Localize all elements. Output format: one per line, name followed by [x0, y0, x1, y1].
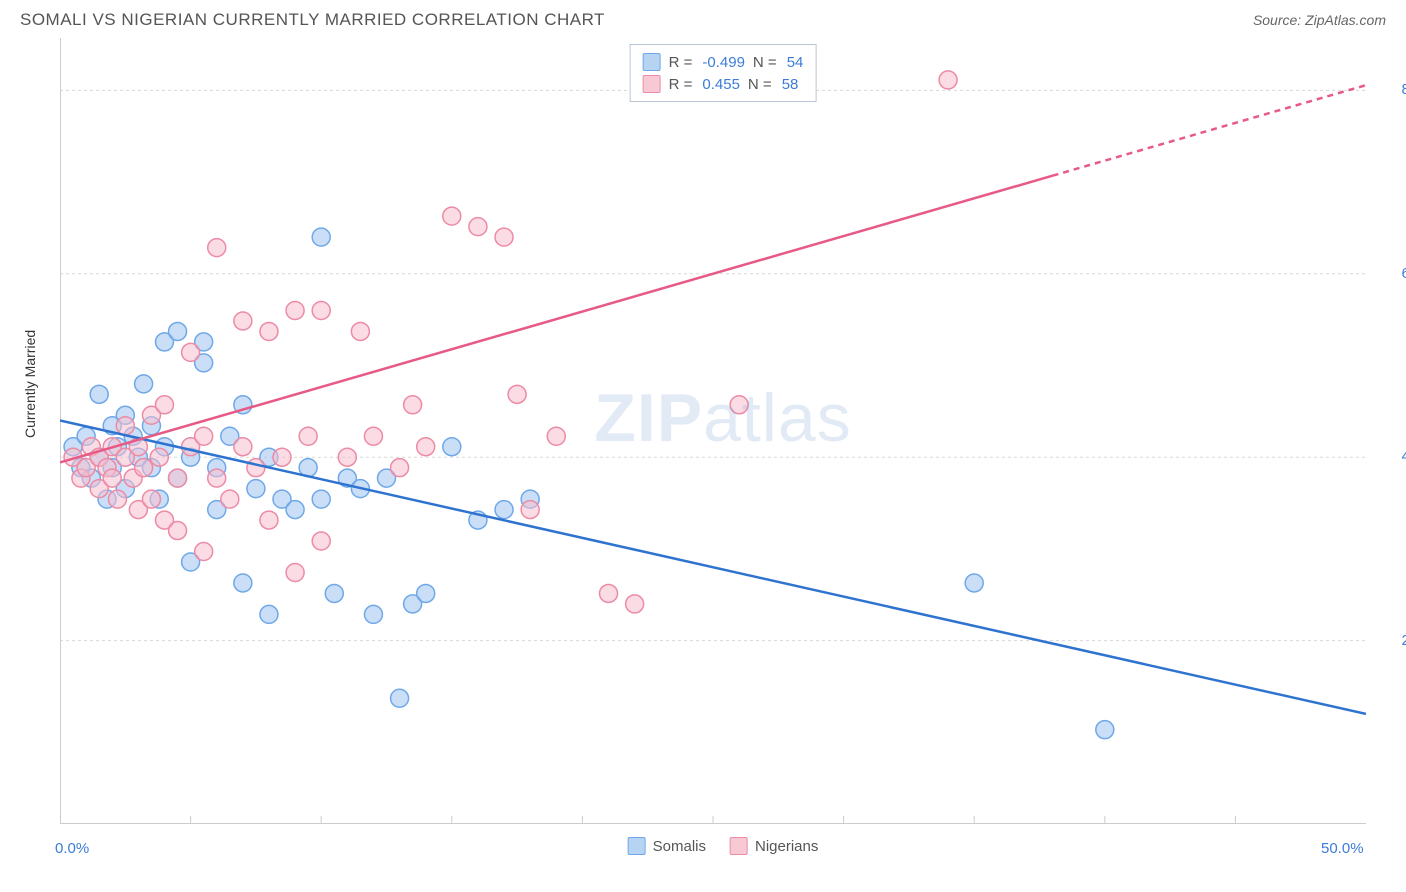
source-prefix: Source: [1253, 12, 1305, 28]
n-label: N = [748, 76, 772, 93]
source-name: ZipAtlas.com [1305, 12, 1386, 28]
r-label: R = [669, 76, 693, 93]
n-value-somalis: 54 [785, 54, 804, 71]
legend-item-nigerians: Nigerians [730, 837, 818, 855]
legend-label-nigerians: Nigerians [755, 838, 818, 855]
legend-series: Somalis Nigerians [628, 837, 819, 855]
legend-label-somalis: Somalis [653, 838, 706, 855]
y-tick-label: 62.5% [1401, 265, 1406, 282]
y-tick-label: 27.5% [1401, 632, 1406, 649]
legend-swatch-blue [628, 837, 646, 855]
legend-swatch-pink [643, 75, 661, 93]
r-label: R = [669, 54, 693, 71]
r-value-somalis: -0.499 [700, 54, 745, 71]
legend-row-somalis: R = -0.499 N = 54 [643, 51, 804, 73]
y-tick-label: 45.0% [1401, 448, 1406, 465]
legend-swatch-pink [730, 837, 748, 855]
y-tick-label: 80.0% [1401, 81, 1406, 98]
chart-area: ZIPatlas R = -0.499 N = 54 R = 0.455 N =… [60, 38, 1386, 829]
r-value-nigerians: 0.455 [700, 76, 740, 93]
legend-row-nigerians: R = 0.455 N = 58 [643, 73, 804, 95]
x-tick-label: 50.0% [1321, 840, 1364, 857]
x-tick-label: 0.0% [55, 840, 89, 857]
legend-swatch-blue [643, 53, 661, 71]
legend-correlation: R = -0.499 N = 54 R = 0.455 N = 58 [630, 44, 817, 102]
legend-item-somalis: Somalis [628, 837, 706, 855]
y-axis-label: Currently Married [22, 330, 38, 438]
chart-header: SOMALI VS NIGERIAN CURRENTLY MARRIED COR… [0, 0, 1406, 38]
scatter-chart [60, 38, 1366, 824]
source-attribution: Source: ZipAtlas.com [1253, 12, 1386, 28]
n-value-nigerians: 58 [780, 76, 799, 93]
n-label: N = [753, 54, 777, 71]
chart-title: SOMALI VS NIGERIAN CURRENTLY MARRIED COR… [20, 10, 605, 30]
